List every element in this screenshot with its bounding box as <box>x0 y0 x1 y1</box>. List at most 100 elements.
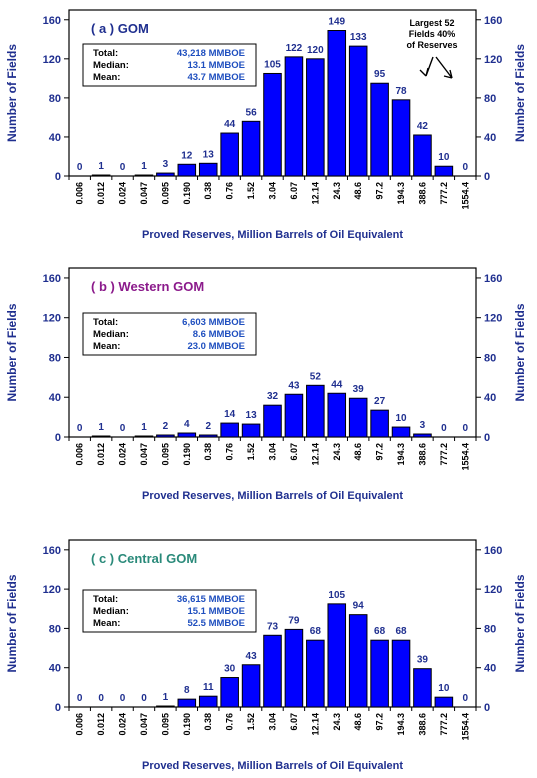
stats-label: Mean: <box>93 341 120 352</box>
bar-0.047 <box>134 174 154 177</box>
data-label: 0 <box>77 693 83 704</box>
data-label: 0 <box>120 162 126 173</box>
x-tick-label: 1554.4 <box>460 443 470 471</box>
bar-12.14 <box>306 639 325 708</box>
stats-label: Total: <box>93 317 118 328</box>
y-tick-label-right: 80 <box>484 352 496 364</box>
x-tick-label: 388.6 <box>417 713 427 736</box>
bar-0.095 <box>156 434 175 438</box>
y-tick-label-left: 40 <box>49 392 61 404</box>
y-tick-label-right: 120 <box>484 313 502 325</box>
data-label: 0 <box>141 693 147 704</box>
bar-0.190 <box>177 163 197 177</box>
y-tick-label-left: 160 <box>43 15 61 27</box>
annotation-line: Fields 40% <box>409 29 456 39</box>
x-tick-label: 12.14 <box>310 713 320 736</box>
x-tick-label: 0.76 <box>225 443 235 461</box>
stats-value: 36,615 MMBOE <box>177 594 245 605</box>
data-label: 0 <box>463 162 469 173</box>
bar-97.2 <box>370 82 389 177</box>
data-label: 1 <box>163 692 169 703</box>
x-tick-label: 388.6 <box>417 182 427 205</box>
x-tick-label: 0.024 <box>118 713 128 736</box>
bar-0.76 <box>220 132 239 177</box>
y-axis-title-left: Number of Fields <box>5 303 19 401</box>
x-tick-label: 777.2 <box>439 182 449 205</box>
data-label: 8 <box>184 685 190 696</box>
data-label: 0 <box>77 423 83 434</box>
y-axis-title-left: Number of Fields <box>5 574 19 672</box>
x-tick-label: 1.52 <box>246 443 256 461</box>
y-tick-label-right: 120 <box>484 584 502 596</box>
bar-48.6 <box>348 614 368 708</box>
bar-194.3 <box>391 426 411 438</box>
x-tick-label: 194.3 <box>396 713 406 736</box>
y-tick-label-left: 0 <box>55 432 61 444</box>
bar-194.3 <box>391 99 411 177</box>
data-label: 0 <box>463 693 469 704</box>
bar-0.76 <box>220 677 239 708</box>
data-label: 2 <box>163 421 169 432</box>
x-tick-label: 0.095 <box>160 443 170 466</box>
y-tick-label-left: 40 <box>49 132 61 144</box>
x-tick-label: 0.047 <box>139 182 149 205</box>
x-tick-label: 0.190 <box>182 713 192 736</box>
bar-3.04 <box>263 72 282 177</box>
data-label: 42 <box>417 121 429 132</box>
data-label: 79 <box>288 615 300 626</box>
x-tick-label: 0.38 <box>203 443 213 461</box>
data-label: 39 <box>353 384 365 395</box>
data-label: 32 <box>267 391 279 402</box>
bar-97.2 <box>370 639 389 708</box>
data-label: 43 <box>288 380 300 391</box>
data-label: 13 <box>203 149 215 160</box>
x-tick-label: 24.3 <box>332 443 342 461</box>
panel-title: ( a ) GOM <box>91 21 149 36</box>
stats-label: Median: <box>93 329 129 340</box>
data-label: 0 <box>120 693 126 704</box>
y-tick-label-left: 80 <box>49 93 61 105</box>
y-axis-title-right: Number of Fields <box>513 303 527 401</box>
y-tick-label-left: 160 <box>43 545 61 557</box>
x-tick-label: 3.04 <box>268 713 278 731</box>
data-label: 0 <box>77 162 83 173</box>
data-label: 3 <box>163 159 169 170</box>
stats-value: 6,603 MMBOE <box>182 317 245 328</box>
bar-777.2 <box>434 165 454 177</box>
bar-24.3 <box>327 30 347 177</box>
y-axis-title-right: Number of Fields <box>513 44 527 142</box>
data-label: 78 <box>395 86 407 97</box>
bar-3.04 <box>263 634 282 708</box>
data-label: 11 <box>203 682 214 693</box>
annotation-line: Largest 52 <box>409 18 454 28</box>
stats-value: 43,218 MMBOE <box>177 48 245 59</box>
data-label: 56 <box>246 107 258 118</box>
x-tick-label: 0.095 <box>160 713 170 736</box>
stats-box: Total: 43,218 MMBOE Median: 13.1 MMBOE Mean:… <box>82 43 257 87</box>
x-tick-label: 48.6 <box>353 182 363 200</box>
bar-0.38 <box>198 162 218 177</box>
x-tick-label: 1.52 <box>246 713 256 731</box>
x-tick-label: 1554.4 <box>460 713 470 741</box>
y-tick-label-left: 160 <box>43 273 61 285</box>
x-tick-label: 0.047 <box>139 713 149 736</box>
x-tick-label: 194.3 <box>396 443 406 466</box>
y-tick-label-right: 0 <box>484 171 490 183</box>
x-tick-label: 97.2 <box>375 443 385 461</box>
y-tick-label-left: 0 <box>55 702 61 714</box>
x-axis-title: Proved Reserves, Million Barrels of Oil … <box>142 490 403 502</box>
data-label: 1 <box>98 161 104 172</box>
panel-title: ( b ) Western GOM <box>91 279 204 294</box>
bar-1.52 <box>241 120 261 177</box>
data-label: 52 <box>310 371 322 382</box>
x-tick-label: 0.012 <box>96 443 106 466</box>
x-tick-label: 24.3 <box>332 713 342 731</box>
stats-value: 15.1 MMBOE <box>187 606 245 617</box>
y-tick-label-left: 120 <box>43 313 61 325</box>
x-tick-label: 0.38 <box>203 182 213 200</box>
x-tick-label: 0.024 <box>118 443 128 466</box>
x-tick-label: 1.52 <box>246 182 256 200</box>
